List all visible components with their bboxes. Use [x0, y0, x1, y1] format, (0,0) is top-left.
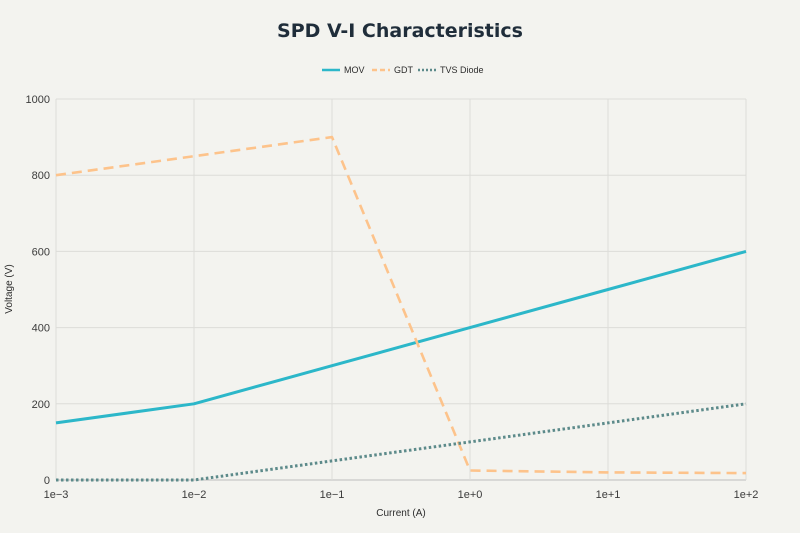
y-tick-label: 400 [32, 323, 50, 335]
chart-title: SPD V-I Characteristics [277, 20, 523, 42]
y-tick-label: 800 [32, 170, 50, 182]
x-tick-label: 1e+2 [734, 489, 759, 501]
y-tick-label: 0 [44, 475, 50, 487]
series-line-tvs-diode [56, 402, 747, 482]
y-axis-label: Voltage (V) [4, 264, 15, 313]
x-tick-label: 1e+0 [458, 489, 483, 501]
y-tick-label: 1000 [26, 94, 50, 106]
x-tick-label: 1e+1 [596, 489, 621, 501]
legend-label: TVS Diode [440, 65, 484, 75]
y-tick-label: 200 [32, 399, 50, 411]
x-axis-label: Current (A) [376, 508, 425, 519]
legend-label: GDT [394, 65, 414, 75]
x-tick-label: 1e−2 [182, 489, 207, 501]
y-tick-label: 600 [32, 246, 50, 258]
legend-label: MOV [344, 65, 365, 75]
series-line-gdt [55, 135, 747, 475]
x-tick-label: 1e−3 [44, 489, 69, 501]
series-line-mov [55, 249, 747, 425]
x-tick-label: 1e−1 [320, 489, 345, 501]
